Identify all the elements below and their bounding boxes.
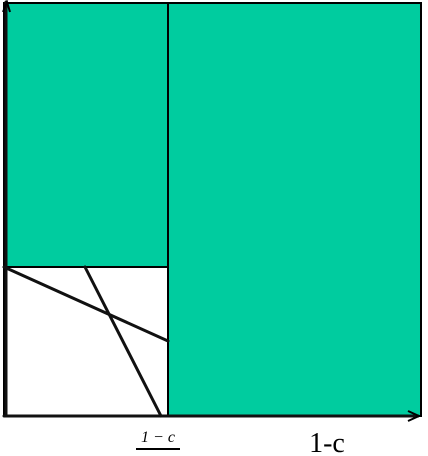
right-green-region	[168, 3, 421, 416]
y-axis-arrowhead	[2, 0, 11, 13]
upper-left-green-region	[4, 3, 168, 267]
descending-line-shallow	[2, 265, 170, 343]
fraction-numerator-label: 1 − c	[141, 429, 175, 446]
axis-label-1-minus-c: 1-c	[309, 428, 345, 456]
descending-line-steep	[83, 265, 163, 418]
x-axis-arrowhead	[407, 410, 422, 422]
